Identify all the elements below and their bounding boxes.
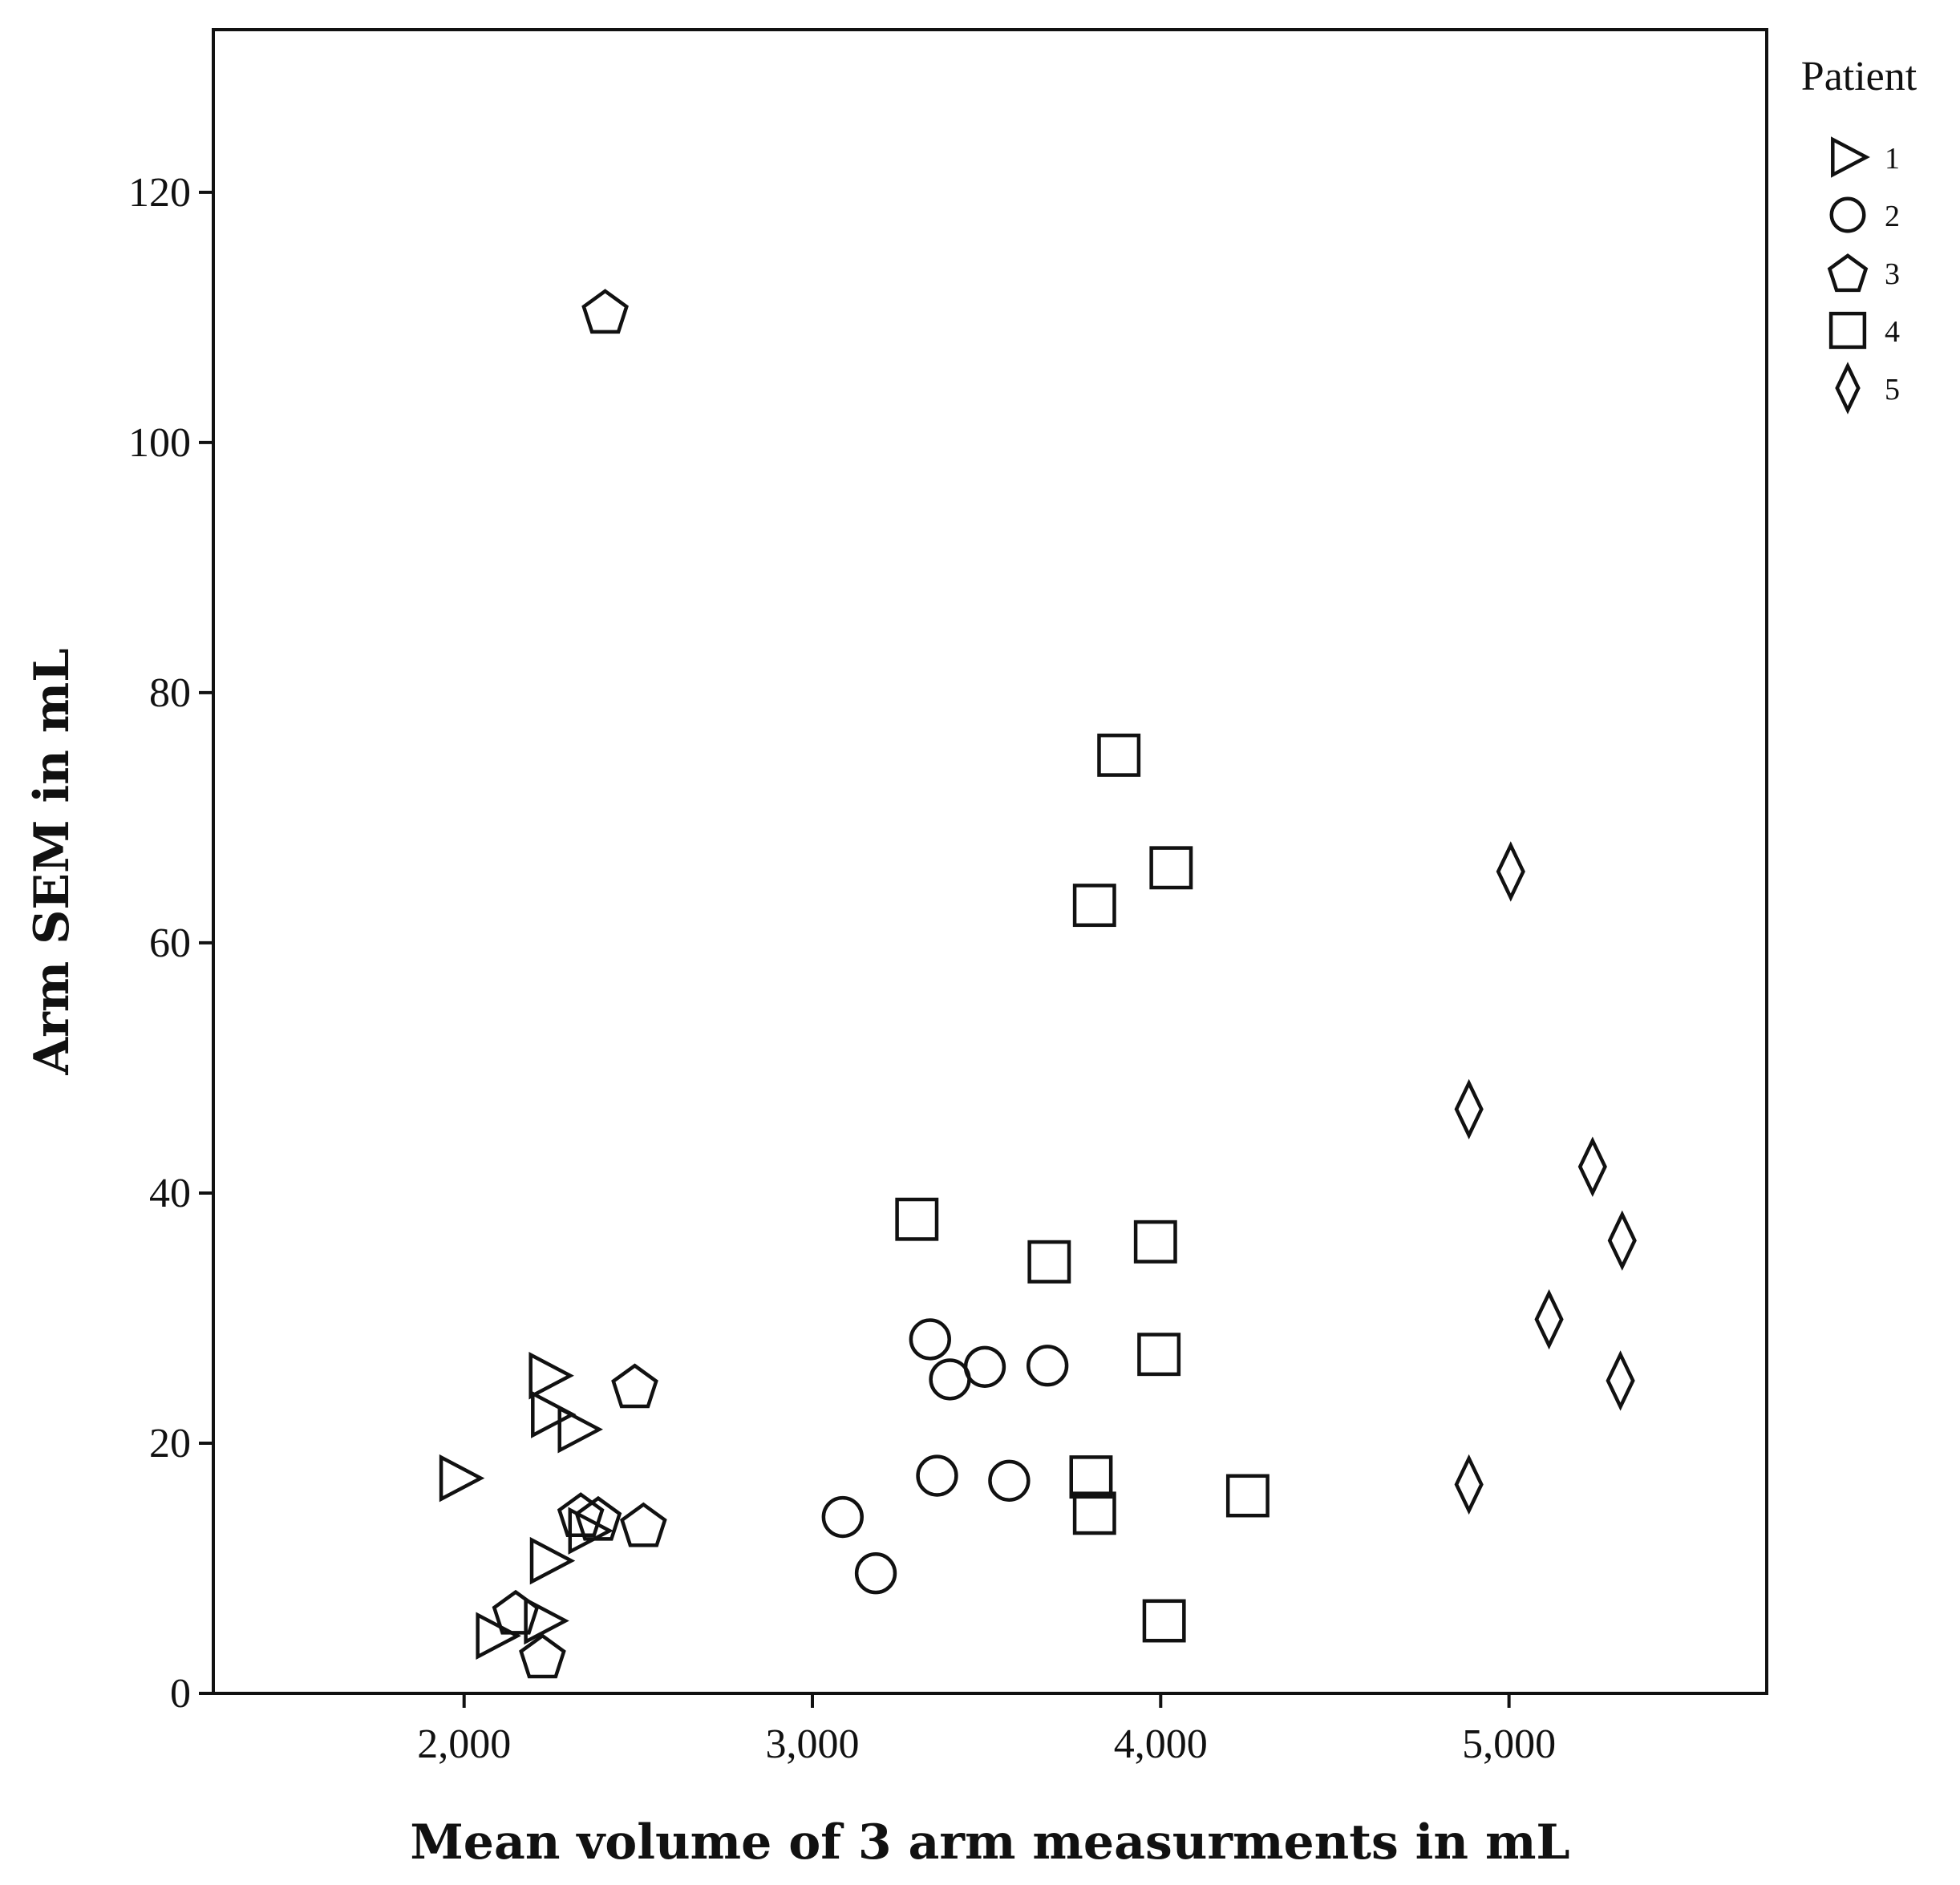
series-patient-4 — [895, 733, 1270, 1643]
legend-label-patient-3: 3 — [1885, 257, 1900, 291]
legend: Patient 1 2 3 4 5 — [1801, 54, 1917, 415]
data-point-patient-1 — [439, 1454, 485, 1503]
x-tick-label: 4,000 — [1114, 1721, 1208, 1767]
y-tick-label: 120 — [128, 170, 191, 216]
data-point-patient-4 — [1137, 1333, 1181, 1377]
data-point-patient-4 — [1133, 1220, 1177, 1264]
data-point-patient-5 — [1607, 1210, 1637, 1271]
data-point-patient-1 — [524, 1596, 569, 1645]
data-point-patient-4 — [1142, 1599, 1186, 1643]
data-point-patient-3 — [492, 1589, 540, 1635]
data-point-patient-1 — [557, 1406, 603, 1454]
data-point-patient-1 — [531, 1390, 577, 1438]
legend-marker-patient-5 — [1835, 362, 1861, 415]
data-point-patient-2 — [916, 1454, 958, 1497]
legend-marker-patient-1 — [1831, 136, 1870, 178]
y-tick-label: 0 — [170, 1671, 191, 1717]
series-patient-5 — [1454, 841, 1637, 1515]
data-markers — [439, 289, 1637, 1679]
legend-marker-patient-4 — [1828, 311, 1867, 350]
legend-label-patient-5: 5 — [1885, 373, 1900, 407]
legend-marker-patient-2 — [1829, 196, 1866, 233]
data-point-patient-2 — [963, 1345, 1006, 1388]
x-tick-label: 2,000 — [417, 1721, 511, 1767]
data-point-patient-1 — [568, 1507, 614, 1555]
y-tick-label: 40 — [149, 1171, 191, 1216]
data-point-patient-4 — [1097, 733, 1141, 777]
data-point-patient-5 — [1606, 1350, 1635, 1411]
data-point-patient-3 — [620, 1502, 667, 1547]
legend-label-patient-4: 4 — [1885, 315, 1900, 349]
data-point-patient-1 — [476, 1612, 521, 1660]
data-point-patient-4 — [1072, 1491, 1116, 1535]
x-tick-label: 3,000 — [766, 1721, 860, 1767]
data-point-patient-3 — [519, 1633, 566, 1679]
y-axis-title: Arm SEM in mL — [24, 649, 80, 1076]
data-point-patient-5 — [1496, 841, 1525, 902]
axes: 0 20 40 60 80 100 120 2,000 3,000 4,000 5,000 — [128, 170, 1556, 1767]
data-point-patient-1 — [529, 1536, 576, 1585]
legend-label-patient-2: 2 — [1885, 200, 1900, 233]
data-point-patient-2 — [909, 1318, 951, 1361]
y-tick-label: 100 — [128, 420, 191, 466]
data-point-patient-5 — [1577, 1136, 1607, 1197]
data-point-patient-4 — [1225, 1474, 1270, 1518]
y-tick-label: 60 — [149, 920, 191, 966]
legend-title: Patient — [1801, 54, 1917, 99]
data-point-patient-5 — [1534, 1288, 1564, 1350]
legend-label-patient-1: 1 — [1885, 142, 1900, 176]
x-axis-title: Mean volume of 3 arm measurments in mL — [410, 1814, 1569, 1871]
data-point-patient-4 — [1149, 846, 1193, 890]
data-point-patient-3 — [557, 1492, 605, 1537]
data-point-patient-4 — [1069, 1455, 1113, 1499]
x-tick-label: 5,000 — [1462, 1721, 1556, 1767]
data-point-patient-3 — [581, 289, 629, 334]
data-point-patient-5 — [1454, 1078, 1484, 1140]
series-patient-3 — [492, 289, 667, 1679]
data-point-patient-2 — [854, 1552, 897, 1595]
data-point-patient-1 — [528, 1351, 574, 1400]
series-patient-1 — [439, 1351, 614, 1660]
data-point-patient-2 — [1026, 1345, 1069, 1387]
data-point-patient-4 — [1072, 884, 1116, 928]
data-point-patient-4 — [1027, 1240, 1071, 1284]
y-tick-label: 80 — [149, 670, 191, 716]
data-point-patient-5 — [1454, 1454, 1484, 1515]
data-point-patient-4 — [895, 1197, 939, 1241]
data-point-patient-2 — [988, 1459, 1031, 1502]
legend-marker-patient-3 — [1827, 253, 1869, 293]
data-point-patient-3 — [611, 1363, 658, 1409]
plot-area — [212, 28, 1768, 1695]
series-patient-2 — [821, 1318, 1069, 1595]
y-tick-label: 20 — [149, 1421, 191, 1466]
data-point-patient-2 — [821, 1495, 864, 1539]
data-point-patient-3 — [574, 1495, 622, 1541]
plot-frame — [212, 28, 1768, 1695]
